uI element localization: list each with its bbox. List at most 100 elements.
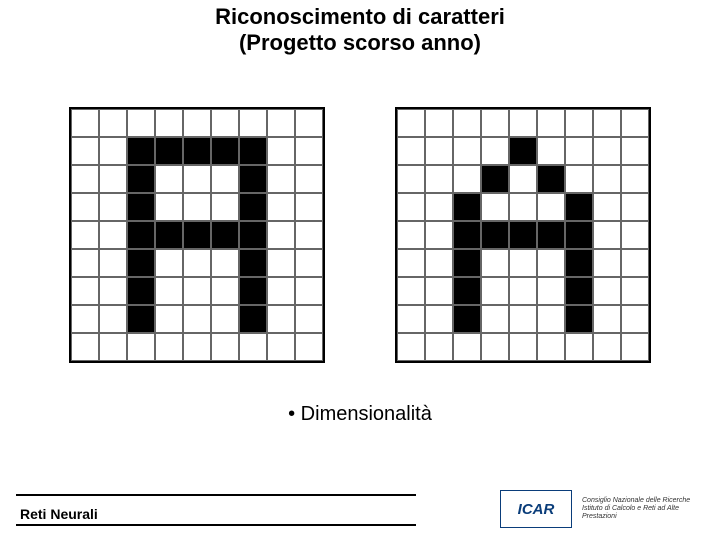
grid-cell <box>425 277 453 305</box>
grid-cell <box>397 305 425 333</box>
grid-cell <box>565 193 593 221</box>
grid-cell <box>593 165 621 193</box>
grid-cell <box>239 333 267 361</box>
grid-cell <box>537 305 565 333</box>
grid-cell <box>211 249 239 277</box>
grid-cell <box>99 109 127 137</box>
header: Riconoscimento di caratteri (Progetto sc… <box>0 0 720 57</box>
bullet-text: • Dimensionalità <box>288 403 432 425</box>
grid-cell <box>295 165 323 193</box>
grid-cell <box>453 333 481 361</box>
bullet-line: • Dimensionalità <box>0 403 720 426</box>
grid-cell <box>267 165 295 193</box>
grid-cell <box>295 277 323 305</box>
grid-cell <box>453 277 481 305</box>
grid-cell <box>127 249 155 277</box>
grid-cell <box>183 333 211 361</box>
grid-cell <box>99 305 127 333</box>
grid-cell <box>453 221 481 249</box>
grid-cell <box>155 193 183 221</box>
grid-cell <box>397 249 425 277</box>
grid-cell <box>239 193 267 221</box>
grid-cell <box>593 333 621 361</box>
grid-cell <box>183 165 211 193</box>
grid-cell <box>127 165 155 193</box>
grid-cell <box>127 109 155 137</box>
grid-cell <box>71 221 99 249</box>
grid-cell <box>621 333 649 361</box>
grid-left-wrap <box>69 107 325 363</box>
grid-cell <box>509 165 537 193</box>
grid-cell <box>509 277 537 305</box>
grid-cell <box>481 249 509 277</box>
grid-cell <box>509 333 537 361</box>
grid-cell <box>267 305 295 333</box>
grid-cell <box>211 109 239 137</box>
grid-cell <box>565 165 593 193</box>
grid-cell <box>593 305 621 333</box>
grid-cell <box>71 165 99 193</box>
grid-cell <box>565 277 593 305</box>
grid-cell <box>155 305 183 333</box>
footer-label: Reti Neurali <box>20 506 98 522</box>
grid-cell <box>537 249 565 277</box>
grid-cell <box>99 277 127 305</box>
grid-cell <box>509 305 537 333</box>
grid-cell <box>183 221 211 249</box>
grid-cell <box>537 193 565 221</box>
grid-cell <box>267 109 295 137</box>
grid-cell <box>211 305 239 333</box>
grid-cell <box>127 305 155 333</box>
grid-cell <box>593 221 621 249</box>
grid-cell <box>509 249 537 277</box>
grid-cell <box>71 333 99 361</box>
grid-cell <box>481 277 509 305</box>
grid-cell <box>425 109 453 137</box>
grid-cell <box>155 277 183 305</box>
grid-cell <box>183 193 211 221</box>
grid-cell <box>425 221 453 249</box>
grid-cell <box>211 137 239 165</box>
grid-cell <box>509 193 537 221</box>
grid-cell <box>397 137 425 165</box>
grid-cell <box>127 333 155 361</box>
grid-cell <box>267 249 295 277</box>
grid-cell <box>621 109 649 137</box>
grid-cell <box>155 137 183 165</box>
grid-left <box>71 109 323 361</box>
logo-area: ICAR Consiglio Nazionale delle Ricerche … <box>500 490 702 528</box>
footer: Reti Neurali ICAR Consiglio Nazionale de… <box>0 482 720 530</box>
grid-cell <box>127 193 155 221</box>
grid-cell <box>211 277 239 305</box>
grid-cell <box>593 277 621 305</box>
grid-cell <box>481 137 509 165</box>
grid-cell <box>425 193 453 221</box>
grid-cell <box>453 137 481 165</box>
grid-cell <box>239 249 267 277</box>
grid-cell <box>565 137 593 165</box>
grid-cell <box>295 193 323 221</box>
grid-cell <box>71 109 99 137</box>
grid-cell <box>295 221 323 249</box>
grid-cell <box>565 249 593 277</box>
grid-cell <box>71 193 99 221</box>
grid-cell <box>453 305 481 333</box>
grid-cell <box>481 109 509 137</box>
title-line-1: Riconoscimento di caratteri <box>0 4 720 30</box>
grid-cell <box>211 333 239 361</box>
grid-cell <box>155 249 183 277</box>
grid-cell <box>481 305 509 333</box>
grid-cell <box>211 193 239 221</box>
grid-cell <box>267 277 295 305</box>
grid-cell <box>71 249 99 277</box>
grid-cell <box>99 137 127 165</box>
grid-cell <box>565 109 593 137</box>
grid-cell <box>537 277 565 305</box>
grid-cell <box>565 221 593 249</box>
grid-cell <box>425 249 453 277</box>
grid-cell <box>183 109 211 137</box>
grid-cell <box>71 277 99 305</box>
grid-cell <box>155 165 183 193</box>
grid-cell <box>127 137 155 165</box>
grid-cell <box>127 277 155 305</box>
